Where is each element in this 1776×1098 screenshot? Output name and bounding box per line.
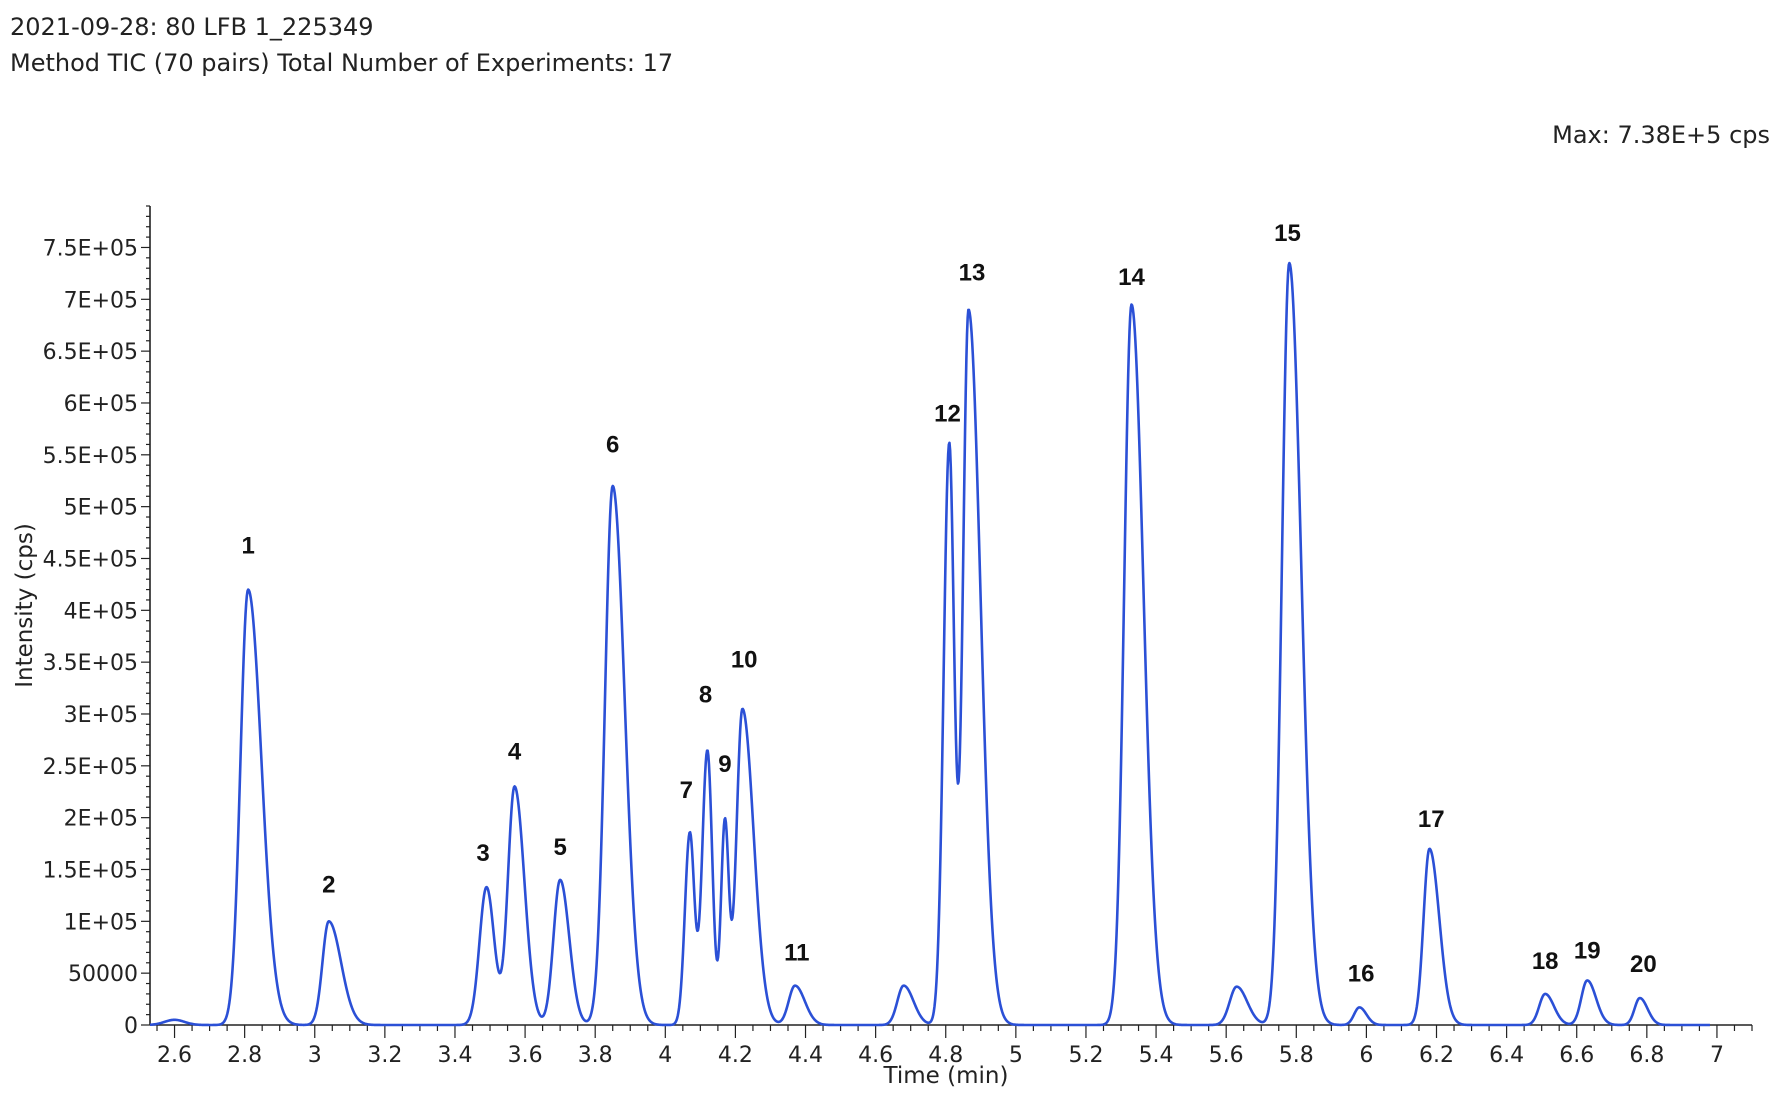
x-tick-label: 6.2 — [1419, 1043, 1454, 1068]
x-tick-label: 5 — [1009, 1043, 1023, 1068]
peak-label: 8 — [699, 682, 712, 709]
peak-label: 1 — [241, 532, 254, 559]
y-tick-label: 2.5E+05 — [43, 755, 138, 780]
y-tick-label: 5E+05 — [64, 496, 138, 521]
max-intensity-label: Max: 7.38E+5 cps — [1552, 121, 1770, 149]
x-axis-title: Time (min) — [883, 1063, 1009, 1089]
peak-label: 10 — [731, 646, 758, 673]
x-tick-label: 4.6 — [858, 1043, 893, 1068]
y-axis-ticks: 0 50000 1E+05 1.5E+05 2E+05 2.5E+05 3E+05 3.5E+… — [43, 205, 150, 1039]
x-tick-label: 3.6 — [508, 1043, 543, 1068]
y-tick-label: 0 — [124, 1014, 138, 1039]
peak-label: 17 — [1418, 806, 1445, 833]
peak-label: 12 — [934, 401, 961, 428]
x-tick-label: 3 — [308, 1043, 322, 1068]
x-tick-label: 5.2 — [1068, 1043, 1103, 1068]
y-tick-label: 3E+05 — [64, 703, 138, 728]
x-tick-label: 5.6 — [1209, 1043, 1244, 1068]
x-tick-label: 6.8 — [1629, 1043, 1664, 1068]
x-tick-label: 4.4 — [788, 1043, 823, 1068]
y-tick-label: 6.5E+05 — [43, 340, 138, 365]
peak-label: 9 — [718, 751, 731, 778]
peak-label: 11 — [784, 940, 809, 967]
x-tick-label: 5.4 — [1139, 1043, 1174, 1068]
peak-label: 5 — [553, 834, 566, 861]
y-tick-label: 4E+05 — [64, 599, 138, 624]
peak-label: 2 — [322, 871, 335, 898]
peak-label: 18 — [1532, 948, 1559, 975]
x-tick-label: 3.8 — [578, 1043, 613, 1068]
peak-label: 4 — [508, 739, 522, 766]
y-tick-label: 50000 — [68, 962, 138, 987]
y-tick-label: 5.5E+05 — [43, 444, 138, 469]
x-tick-label: 6 — [1359, 1043, 1373, 1068]
x-tick-label: 6.6 — [1559, 1043, 1594, 1068]
peak-label: 13 — [959, 260, 986, 287]
y-tick-label: 1.5E+05 — [43, 858, 138, 883]
peak-label: 19 — [1574, 938, 1601, 965]
y-tick-label: 7.5E+05 — [43, 236, 138, 261]
tic-trace-line — [149, 261, 1711, 1027]
method-subtitle: Method TIC (70 pairs) Total Number of Ex… — [10, 49, 674, 77]
y-tick-label: 1E+05 — [64, 910, 138, 935]
x-tick-label: 5.8 — [1279, 1043, 1314, 1068]
x-tick-label: 2.6 — [157, 1043, 192, 1068]
peak-label: 20 — [1630, 951, 1657, 978]
x-tick-label: 7 — [1710, 1043, 1724, 1068]
x-axis-ticks: 2.6 2.8 3 3.2 3.4 3.6 3.8 4 4.2 4.4 4.6 4.8 5 5.2 5.4 5… — [156, 1025, 1753, 1068]
y-tick-label: 2E+05 — [64, 807, 138, 832]
sample-title: 2021-09-28: 80 LFB 1_225349 — [10, 13, 374, 41]
peak-label: 14 — [1118, 264, 1145, 291]
y-tick-label: 6E+05 — [64, 392, 138, 417]
x-tick-label: 4.8 — [928, 1043, 963, 1068]
x-tick-label: 3.4 — [437, 1043, 472, 1068]
y-tick-label: 4.5E+05 — [43, 547, 138, 572]
x-tick-label: 3.2 — [367, 1043, 402, 1068]
peak-label: 7 — [680, 777, 693, 804]
chart-axes — [149, 206, 1752, 1026]
peak-label: 16 — [1348, 960, 1375, 987]
x-tick-label: 6.4 — [1489, 1043, 1524, 1068]
x-tick-label: 4.2 — [718, 1043, 753, 1068]
y-tick-label: 3.5E+05 — [43, 651, 138, 676]
peak-label: 6 — [606, 432, 619, 459]
y-tick-label: 7E+05 — [64, 288, 138, 313]
x-tick-label: 2.8 — [227, 1043, 262, 1068]
peak-label: 15 — [1274, 220, 1301, 247]
x-tick-label: 4 — [658, 1043, 672, 1068]
peak-label: 3 — [476, 840, 489, 867]
y-axis-title: Intensity (cps) — [12, 523, 38, 688]
